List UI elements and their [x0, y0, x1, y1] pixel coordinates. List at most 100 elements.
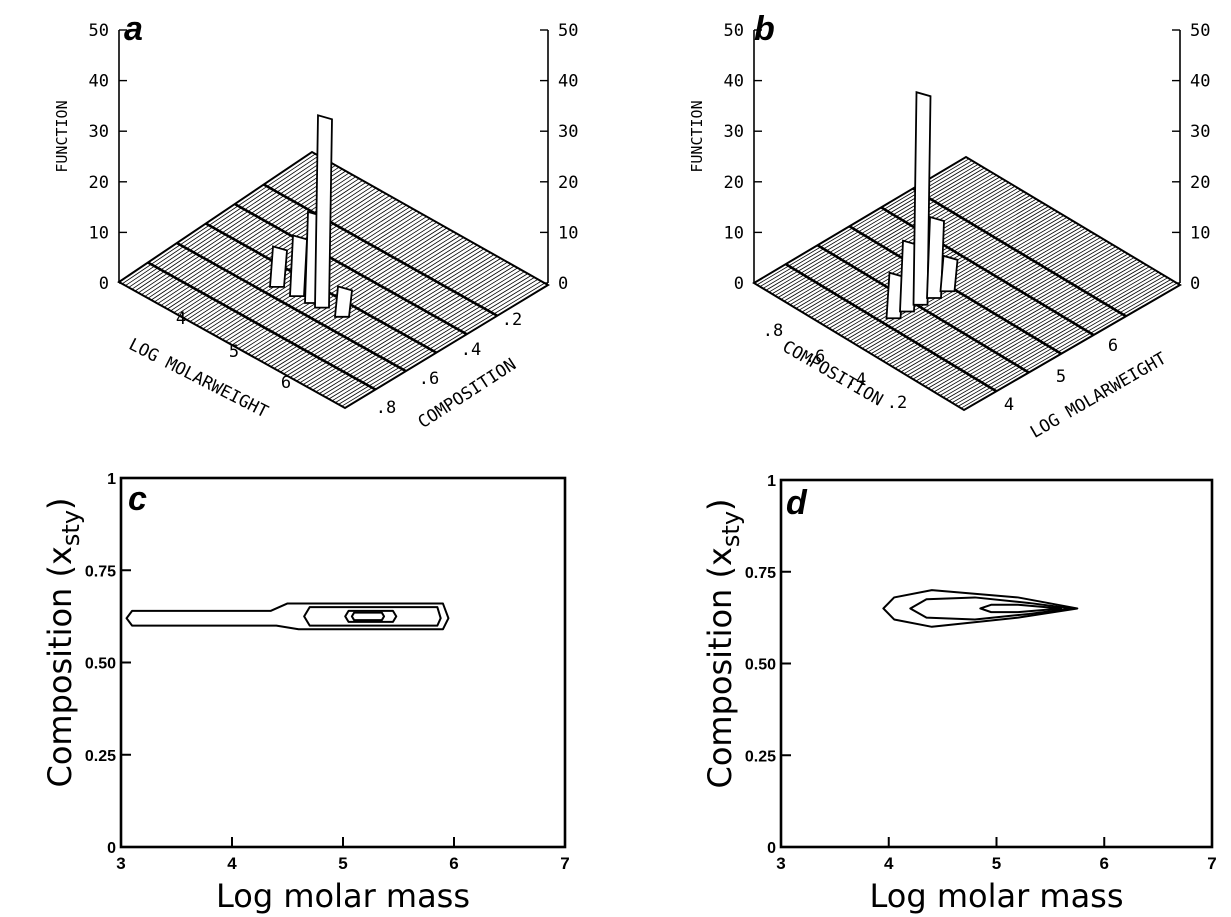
z-tick-label-right: 0 — [558, 274, 568, 294]
hatch-line — [954, 279, 1172, 405]
hatch-line — [948, 275, 1165, 402]
hatch-line — [254, 231, 454, 358]
z-tick-label-right: 10 — [558, 223, 578, 243]
base-hatching — [122, 153, 545, 407]
hatch-line — [276, 244, 478, 371]
hatch-line — [125, 155, 319, 286]
hatch-line — [918, 257, 1135, 384]
y-tick-label: 0.50 — [85, 656, 116, 673]
hatch-line — [939, 270, 1156, 396]
hatch-line — [900, 246, 1117, 373]
z-tick-label-left: 10 — [89, 223, 109, 243]
x-tick-label: 4 — [1004, 395, 1014, 415]
x-tick-label: 5 — [1056, 367, 1066, 387]
contour-line — [350, 611, 386, 622]
y-axis-title: Composition (xsty) — [701, 498, 745, 788]
z-tick-label-left: 20 — [724, 173, 744, 193]
hatch-line — [325, 273, 528, 398]
z-tick-label-left: 50 — [724, 21, 744, 41]
contours — [125, 602, 450, 631]
grid-line — [912, 187, 1127, 318]
hatch-line — [921, 259, 1138, 385]
y-tick-label: .4 — [461, 340, 481, 360]
y-tick-label: 1 — [107, 471, 116, 488]
peak — [939, 254, 959, 293]
y-axis-title: COMPOSITION — [415, 355, 520, 433]
hatch-line — [128, 157, 323, 288]
peaks — [885, 91, 959, 320]
hatch-line — [873, 229, 1089, 356]
hatch-line — [897, 244, 1113, 371]
x-tick-label: 6 — [449, 854, 458, 873]
z-tick-label-left: 40 — [89, 72, 109, 92]
contours — [882, 589, 1079, 628]
y-axis-title: Composition (xsty) — [41, 497, 85, 787]
hatch-line — [894, 242, 1110, 369]
hatch-line — [867, 226, 1083, 353]
x-tick-label: 6 — [1108, 336, 1118, 356]
y-tick-label: 0 — [767, 840, 776, 857]
y-tick-label: 0.25 — [745, 748, 776, 765]
hatch-line — [879, 233, 1095, 360]
panel-d-contour-plot: d 3 4 5 6 7 0 0.25 0.50 0.75 1 Log molar mass Compo… — [701, 473, 1217, 915]
y-tick-label: 1 — [767, 473, 776, 490]
x-axis-title: LOG MOLARWEIGHT — [1027, 349, 1170, 443]
hatch-line — [134, 161, 330, 292]
hatch-line — [927, 262, 1144, 389]
hatch-line — [936, 268, 1153, 395]
peak — [334, 285, 353, 318]
hatch-line — [774, 169, 988, 297]
y-tick-label: 0.25 — [85, 748, 116, 765]
hatch-line — [273, 242, 475, 369]
x-tick-label: 6 — [281, 373, 291, 393]
hatch-line — [957, 280, 1175, 407]
contour-line — [882, 589, 1079, 628]
x-tick-label: 3 — [116, 854, 125, 873]
hatch-line — [942, 271, 1159, 398]
y-tick-label: .8 — [763, 321, 783, 341]
contour-line — [979, 603, 1063, 614]
hatch-line — [270, 240, 471, 367]
peak — [314, 114, 333, 309]
hatch-line — [786, 176, 1000, 304]
y-tick-label: 0.75 — [85, 563, 116, 580]
z-axis-title: FUNCTION — [53, 100, 71, 172]
hatch-line — [960, 282, 1178, 409]
y-tick-label: .6 — [419, 369, 439, 389]
z-tick-label-right: 50 — [1190, 21, 1210, 41]
hatch-line — [322, 271, 525, 396]
hatch-line — [296, 256, 498, 382]
hatch-line — [306, 261, 508, 387]
hatch-line — [783, 174, 997, 302]
contour-line — [909, 596, 1073, 621]
hatch-line — [302, 259, 505, 385]
hatch-line — [318, 269, 522, 394]
y-tick-label: 0.75 — [745, 565, 776, 582]
z-tick-label-right: 40 — [558, 72, 578, 92]
x-tick-label: 5 — [338, 854, 347, 873]
plot-frame — [119, 476, 567, 849]
z-tick-label-right: 10 — [1190, 223, 1210, 243]
z-tick-label-left: 20 — [89, 173, 109, 193]
hatch-line — [341, 282, 545, 407]
hatch-line — [858, 220, 1074, 347]
y-tick-label: .2 — [887, 393, 907, 413]
hatch-line — [257, 233, 458, 360]
grid-line — [816, 244, 1030, 374]
hatch-line — [852, 216, 1068, 344]
hatch-line — [912, 253, 1129, 380]
hatch-line — [338, 280, 542, 405]
hatch-line — [335, 278, 539, 403]
hatch-line — [293, 254, 495, 380]
hatch-line — [170, 182, 367, 312]
y-tick-label: .4 — [846, 370, 866, 390]
hatch-line — [299, 258, 502, 384]
hatch-line — [312, 265, 515, 391]
hatch-line — [283, 248, 485, 375]
z-tick-label-right: 0 — [1190, 274, 1200, 294]
y-tick-label: .2 — [502, 310, 522, 330]
contour-line — [125, 602, 450, 631]
hatch-line — [855, 218, 1071, 346]
hatch-line — [759, 160, 973, 287]
z-tick-label-left: 0 — [99, 274, 109, 294]
